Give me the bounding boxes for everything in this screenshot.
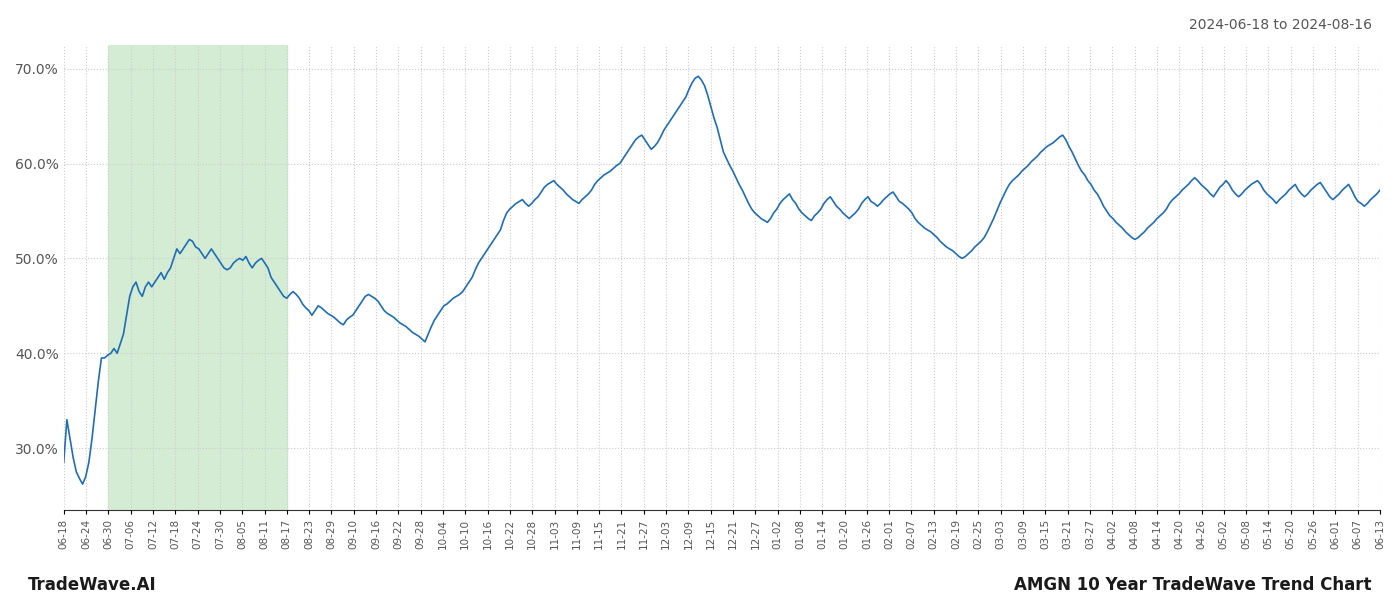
Bar xyxy=(108,45,287,510)
Text: AMGN 10 Year TradeWave Trend Chart: AMGN 10 Year TradeWave Trend Chart xyxy=(1015,576,1372,594)
Text: TradeWave.AI: TradeWave.AI xyxy=(28,576,157,594)
Text: 2024-06-18 to 2024-08-16: 2024-06-18 to 2024-08-16 xyxy=(1189,18,1372,32)
